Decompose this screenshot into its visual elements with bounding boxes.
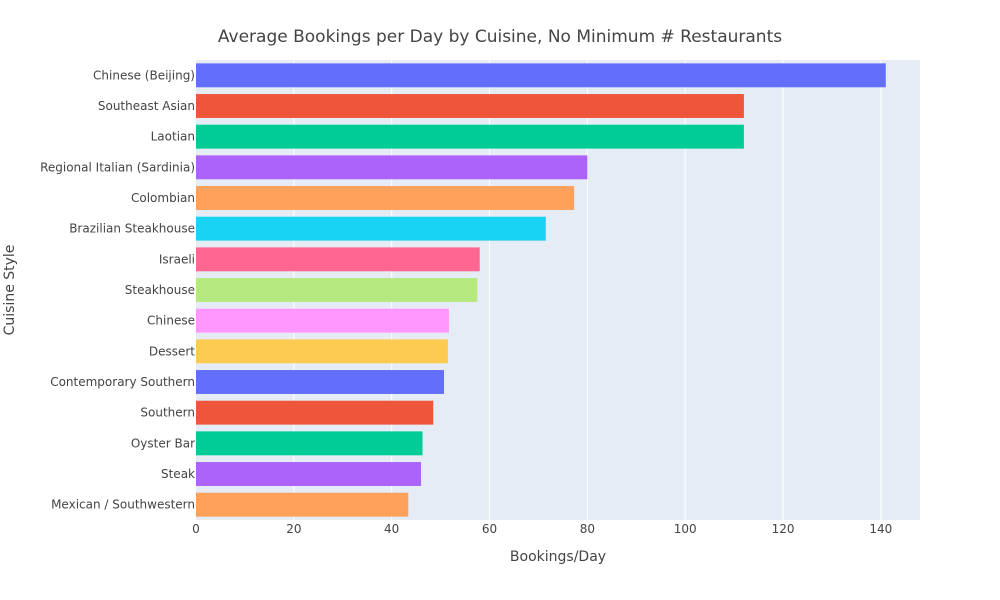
bar[interactable]: [196, 155, 588, 180]
x-tick-label: 120: [772, 522, 795, 536]
x-tick-label: 100: [674, 522, 697, 536]
bar[interactable]: [196, 308, 449, 333]
y-tick-label: Contemporary Southern: [50, 375, 195, 389]
y-tick-label: Steakhouse: [125, 283, 195, 297]
bar[interactable]: [196, 124, 744, 149]
bar[interactable]: [196, 462, 422, 486]
bar[interactable]: [196, 339, 448, 364]
y-tick-label: Chinese: [147, 314, 195, 328]
x-axis-title: Bookings/Day: [510, 549, 606, 565]
bar[interactable]: [196, 400, 434, 425]
x-tick-label: 40: [384, 522, 399, 536]
bar[interactable]: [196, 370, 445, 394]
bars: [196, 63, 886, 517]
chart-title: Average Bookings per Day by Cuisine, No …: [218, 27, 782, 47]
x-tick-label: 140: [869, 522, 892, 536]
y-tick-labels: Chinese (Beijing) Southeast Asian Laotian R…: [40, 68, 195, 511]
y-tick-label: Chinese (Beijing): [93, 68, 195, 82]
bar[interactable]: [196, 247, 480, 272]
y-tick-label: Oyster Bar: [131, 436, 195, 450]
bar[interactable]: [196, 278, 478, 302]
y-tick-label: Dessert: [149, 344, 195, 358]
y-tick-label: Steak: [161, 467, 195, 481]
y-tick-label: Israeli: [159, 252, 195, 266]
bar[interactable]: [196, 216, 546, 241]
bar[interactable]: [196, 186, 575, 210]
y-axis-title: Cuisine Style: [2, 245, 18, 336]
y-tick-label: Brazilian Steakhouse: [69, 222, 195, 236]
y-tick-label: Southeast Asian: [98, 99, 195, 113]
x-tick-label: 60: [482, 522, 497, 536]
bar[interactable]: [196, 431, 423, 456]
y-tick-label: Laotian: [151, 130, 195, 144]
y-tick-label: Colombian: [131, 191, 195, 205]
bar[interactable]: [196, 63, 886, 88]
y-tick-label: Southern: [140, 406, 195, 420]
y-tick-label: Regional Italian (Sardinia): [40, 160, 195, 174]
y-tick-label: Mexican / Southwestern: [51, 498, 195, 512]
bar[interactable]: [196, 492, 409, 517]
bar[interactable]: [196, 94, 744, 118]
x-tick-label: 0: [192, 522, 200, 536]
x-tick-label: 20: [286, 522, 301, 536]
x-tick-label: 80: [580, 522, 595, 536]
x-tick-labels: 0 20 40 60 80 100 120 140: [192, 522, 892, 536]
